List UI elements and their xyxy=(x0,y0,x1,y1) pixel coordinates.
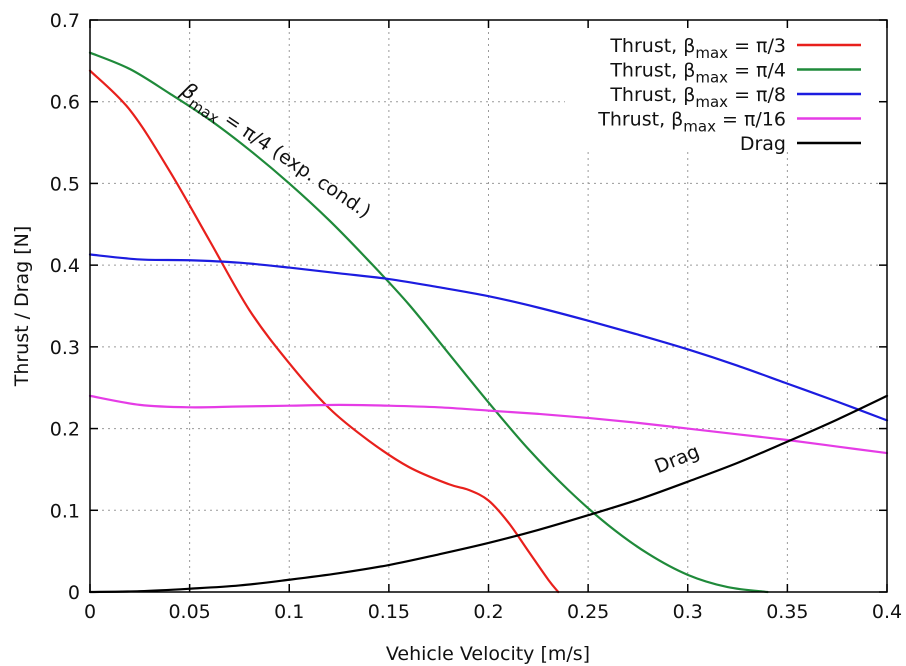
y-tick-label: 0.2 xyxy=(50,419,80,441)
legend-label: Thrust, βmax = π/4 xyxy=(609,60,786,87)
beta-pi4-annotation: βmax = π/4 (exp. cond.) xyxy=(173,77,376,227)
x-tick-label: 0.25 xyxy=(567,601,609,623)
drag-annotation: Drag xyxy=(652,440,703,478)
legend-entry-pi3: Thrust, βmax = π/3 xyxy=(609,35,861,62)
x-tick-label: 0 xyxy=(84,601,96,623)
x-axis-label: Vehicle Velocity [m/s] xyxy=(386,643,590,665)
legend-label: Drag xyxy=(740,133,786,155)
y-tick-label: 0.1 xyxy=(50,500,80,522)
legend-entry-drag: Drag xyxy=(740,133,861,155)
y-tick-label: 0.3 xyxy=(50,337,80,359)
x-tick-label: 0.3 xyxy=(673,601,703,623)
annotations: βmax = π/4 (exp. cond.) Drag xyxy=(173,77,703,478)
x-tick-label: 0.05 xyxy=(168,601,210,623)
thrust-beta-pi4-line xyxy=(88,51,769,594)
series-lines xyxy=(88,51,889,594)
tick-labels: 0 0.05 0.1 0.15 0.2 0.25 0.3 0.35 0.4 0 0.1 0.2 0.3 0… xyxy=(50,10,902,623)
legend-label: Thrust, βmax = π/8 xyxy=(609,84,786,111)
axis-ticks xyxy=(89,19,888,593)
thrust-beta-pi3-line xyxy=(88,69,560,594)
y-tick-label: 0.7 xyxy=(50,10,80,32)
x-tick-label: 0.1 xyxy=(274,601,304,623)
y-tick-label: 0.5 xyxy=(50,173,80,195)
thrust-beta-pi16-line xyxy=(88,394,889,455)
legend-label: Thrust, βmax = π/3 xyxy=(609,35,786,62)
x-tick-label: 0.2 xyxy=(473,601,503,623)
y-tick-label: 0.6 xyxy=(50,92,80,114)
x-tick-label: 0.15 xyxy=(368,601,410,623)
legend-entry-pi16: Thrust, βmax = π/16 xyxy=(597,109,861,136)
x-tick-label: 0.4 xyxy=(872,601,902,623)
legend-entry-pi4: Thrust, βmax = π/4 xyxy=(609,60,861,87)
y-tick-label: 0.4 xyxy=(50,255,80,277)
y-axis-label: Thrust / Drag [N] xyxy=(11,226,33,388)
thrust-beta-pi8-line xyxy=(88,253,889,422)
drag-line xyxy=(88,394,889,594)
x-tick-label: 0.35 xyxy=(766,601,808,623)
legend-label: Thrust, βmax = π/16 xyxy=(597,109,786,136)
legend-entry-pi8: Thrust, βmax = π/8 xyxy=(609,84,861,111)
y-tick-label: 0 xyxy=(68,582,80,604)
